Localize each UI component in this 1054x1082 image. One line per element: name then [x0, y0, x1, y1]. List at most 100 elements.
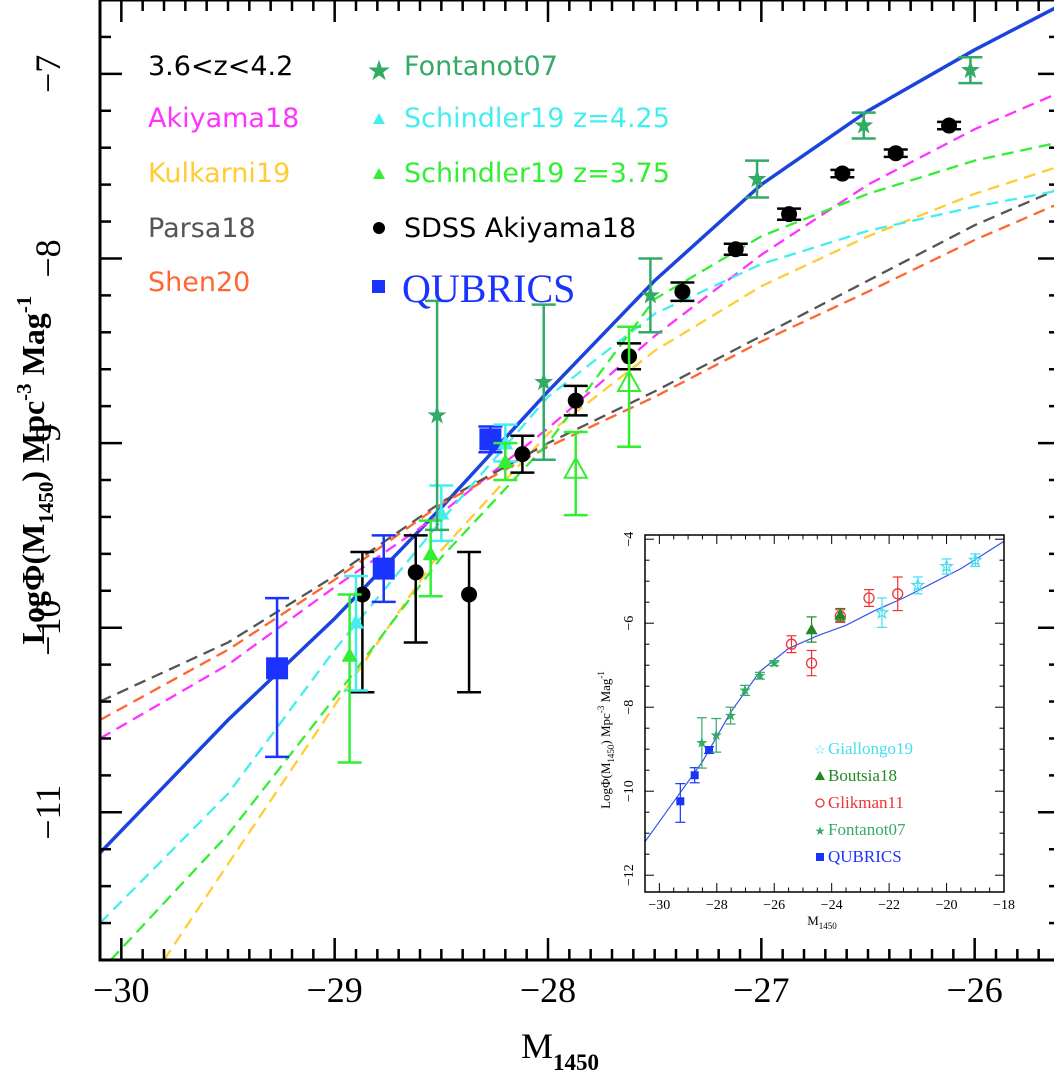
inset-marker-qubrics: [676, 797, 685, 806]
main-point-qubrics: [478, 425, 503, 454]
main-point-fontanot07: [531, 303, 556, 461]
main-point-schindler19-z-3-75: [493, 441, 518, 482]
main-point-schindler19-z-4-25: [429, 484, 454, 543]
main-x-tick-label: −29: [307, 970, 363, 1010]
legend-label-parsa18: Parsa18: [148, 213, 256, 244]
inset-plot: −30 −28 −26 −24 −22 −20 −18−12−10−8−6−4 M1450 …: [596, 532, 1015, 931]
main-marker-schindler19-z-4-25: [348, 614, 364, 629]
main-marker-schindler19-z-3-75: [341, 647, 358, 662]
inset-legend-label-boutsia18: Boutsia18: [828, 766, 897, 785]
main-point-schindler19-z-3-75-open: [563, 430, 589, 517]
main-y-tick-label: −8: [28, 239, 68, 277]
main-x-tick-label: −28: [520, 970, 576, 1010]
inset-point-glikman11: [785, 635, 798, 654]
inset-y-tick-label: −6: [622, 616, 637, 631]
inset-legend-qubrics-square-icon: [816, 853, 824, 861]
inset-y-axis-label: LogΦ(M1450) Mpc-3 Mag-1: [596, 671, 616, 809]
main-x-tick-label: −27: [733, 970, 789, 1010]
inset-legend-label-qubrics: QUBRICS: [828, 847, 902, 866]
main-point-sdss-akiyama18: [670, 281, 695, 303]
main-marker-fontanot07: [427, 405, 447, 424]
inset-legend-fontanot-star-icon: ★: [815, 824, 826, 838]
main-point-fontanot07: [425, 299, 450, 532]
main-point-schindler19-z-3-75-open: [616, 325, 642, 449]
legend-label-schindler19-z375: Schindler19 z=3.75: [404, 158, 670, 189]
main-marker-sdss-akiyama18: [887, 145, 904, 162]
inset-marker-fontanot07: [739, 684, 751, 696]
inset-y-tick-label: −4: [622, 532, 637, 547]
main-marker-qubrics: [479, 428, 502, 451]
inset-legend-label-giallongo19: Giallongo19: [828, 739, 913, 758]
inset-marker-giallongo19: [967, 552, 983, 567]
inset-x-tick-label: −30: [648, 898, 670, 913]
inset-marker-glikman11: [892, 588, 904, 600]
main-marker-schindler19-z-3-75: [497, 453, 514, 468]
legend-label-akiyama18: Akiyama18: [148, 103, 299, 134]
inset-x-tick-label: −26: [763, 898, 785, 913]
main-marker-sdss-akiyama18: [514, 446, 531, 463]
inset-marker-fontanot07: [768, 657, 780, 668]
inset-marker-giallongo19: [874, 604, 890, 620]
main-point-sdss-akiyama18: [830, 165, 855, 182]
main-marker-sdss-akiyama18: [407, 564, 424, 581]
main-y-tick-label: −9: [28, 424, 68, 462]
inset-point-giallongo19: [967, 552, 983, 568]
main-point-schindler19-z-3-75: [337, 593, 362, 764]
main-y-tick-label: −7: [28, 55, 68, 93]
main-y-tick-label: −10: [28, 600, 68, 656]
main-point-fontanot07: [958, 55, 983, 85]
inset-marker-fontanot07: [696, 736, 708, 748]
main-curve-schindler19-z-3-75: [109, 142, 1054, 960]
inset-legend-giallongo-star-icon: ☆: [814, 742, 826, 757]
inset-legend-label-glikman11: Glikman11: [828, 793, 904, 812]
main-x-tick-label: −30: [93, 970, 149, 1010]
inset-point-giallongo19: [939, 558, 955, 575]
legend-qubrics-square-icon: [372, 280, 385, 293]
main-curve-schindler19-z-4-25: [100, 190, 1054, 924]
inset-marker-boutsia18: [805, 623, 818, 635]
main-marker-sdss-akiyama18: [941, 117, 958, 134]
main-y-tick-label: −11: [28, 785, 68, 840]
inset-point-qubrics: [704, 746, 715, 755]
inset-point-fontanot07: [768, 657, 780, 668]
inset-legend-boutsia-triangle-icon: [815, 771, 825, 780]
inset-marker-glikman11: [863, 592, 875, 604]
inset-x-tick-label: −22: [878, 898, 900, 913]
legend-label-kulkarni19: Kulkarni19: [148, 158, 290, 189]
main-point-sdss-akiyama18: [883, 145, 908, 162]
inset-marker-qubrics: [690, 771, 699, 780]
main-curve-kulkarni19: [163, 166, 1054, 960]
main-point-sdss-akiyama18: [777, 206, 802, 223]
inset-marker-fontanot07: [710, 729, 722, 741]
main-marker-sdss-akiyama18: [461, 586, 478, 603]
inset-point-giallongo19: [910, 576, 926, 595]
inset-x-tick-label: −24: [821, 898, 843, 913]
inset-y-tick-label: −8: [622, 700, 637, 715]
inset-x-tick-label: −18: [993, 898, 1015, 913]
inset-frame: [644, 534, 1005, 893]
inset-legend-label-fontanot07: Fontanot07: [828, 820, 906, 839]
main-x-tick-label: −26: [947, 970, 1003, 1010]
inset-point-fontanot07: [754, 669, 766, 681]
main-marker-schindler19-z-3-75-open: [563, 455, 589, 479]
inset-marker-fontanot07: [754, 669, 766, 681]
main-point-sdss-akiyama18: [723, 241, 748, 258]
main-marker-fontanot07: [640, 285, 660, 304]
legend-label-schindler19-z425: Schindler19 z=4.25: [404, 103, 670, 134]
main-curve-parsa18: [100, 189, 1054, 703]
inset-point-giallongo19: [874, 597, 890, 629]
inset-marker-qubrics: [705, 746, 714, 755]
inset-marker-boutsia18: [834, 608, 847, 620]
legend-sdss-circle-icon: [373, 222, 385, 234]
inset-marker-glikman11: [785, 638, 798, 650]
main-point-qubrics: [265, 596, 290, 759]
main-point-sdss-akiyama18: [457, 550, 482, 694]
main-marker-fontanot07: [534, 372, 554, 391]
inset-x-axis-label: M1450: [807, 913, 837, 931]
inset-legend-glikman-circle-icon: [815, 798, 825, 808]
main-marker-qubrics: [266, 657, 289, 680]
main-point-qubrics: [371, 534, 396, 604]
main-plot: −30 −29 −28 −27 −26 −11 −10 −9 −8 −7: [28, 0, 1054, 1010]
main-marker-schindler19-z-3-75-open: [616, 369, 642, 392]
